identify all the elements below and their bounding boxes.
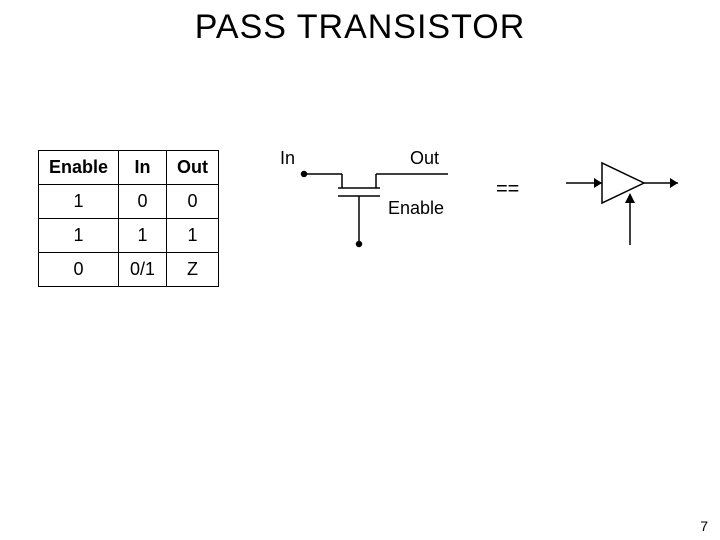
col-out: Out <box>167 151 219 185</box>
truth-table: Enable In Out 1 0 0 1 1 1 0 0/1 Z <box>38 150 219 287</box>
table-row: 1 1 1 <box>39 219 219 253</box>
cell: 1 <box>119 219 167 253</box>
page-number: 7 <box>700 518 708 534</box>
cell: 0 <box>39 253 119 287</box>
tristate-buffer-icon <box>560 145 700 265</box>
pass-transistor-icon <box>280 148 480 268</box>
pass-transistor-diagram: In Out Enable <box>280 148 480 268</box>
cell: 0 <box>167 185 219 219</box>
page-title: PASS TRANSISTOR <box>0 8 720 47</box>
col-in: In <box>119 151 167 185</box>
table-header-row: Enable In Out <box>39 151 219 185</box>
cell: 0/1 <box>119 253 167 287</box>
cell: Z <box>167 253 219 287</box>
col-enable: Enable <box>39 151 119 185</box>
enable-label: Enable <box>388 198 444 219</box>
out-label: Out <box>410 148 439 169</box>
table-row: 0 0/1 Z <box>39 253 219 287</box>
table-row: 1 0 0 <box>39 185 219 219</box>
cell: 1 <box>39 219 119 253</box>
cell: 1 <box>167 219 219 253</box>
cell: 0 <box>119 185 167 219</box>
in-label: In <box>280 148 295 169</box>
equals-label: == <box>496 178 519 201</box>
tristate-buffer-diagram <box>560 145 700 265</box>
cell: 1 <box>39 185 119 219</box>
